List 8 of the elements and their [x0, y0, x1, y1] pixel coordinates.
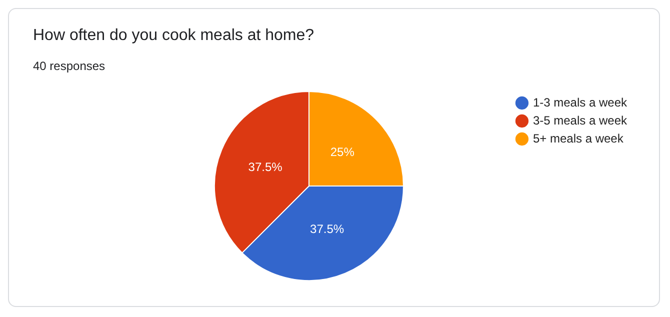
data-label: 37.5% [310, 222, 344, 236]
data-label: 37.5% [248, 160, 283, 174]
legend-label: 1-3 meals a week [532, 95, 628, 110]
text: 40 responses [33, 59, 106, 73]
chart-title: How often do you cook meals at home? [33, 27, 314, 45]
legend-label: 5+ meals a week [532, 131, 624, 146]
legend-label: 3-5 meals a week [532, 113, 628, 128]
data-label: 25% [330, 144, 355, 159]
